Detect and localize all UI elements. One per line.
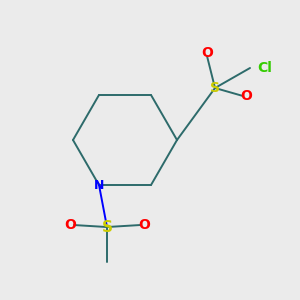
Text: O: O xyxy=(240,89,252,103)
Text: S: S xyxy=(210,81,220,95)
Text: S: S xyxy=(101,220,112,235)
Text: N: N xyxy=(94,178,104,191)
Text: O: O xyxy=(201,46,213,60)
Text: O: O xyxy=(138,218,150,232)
Text: Cl: Cl xyxy=(257,61,272,75)
Text: O: O xyxy=(64,218,76,232)
